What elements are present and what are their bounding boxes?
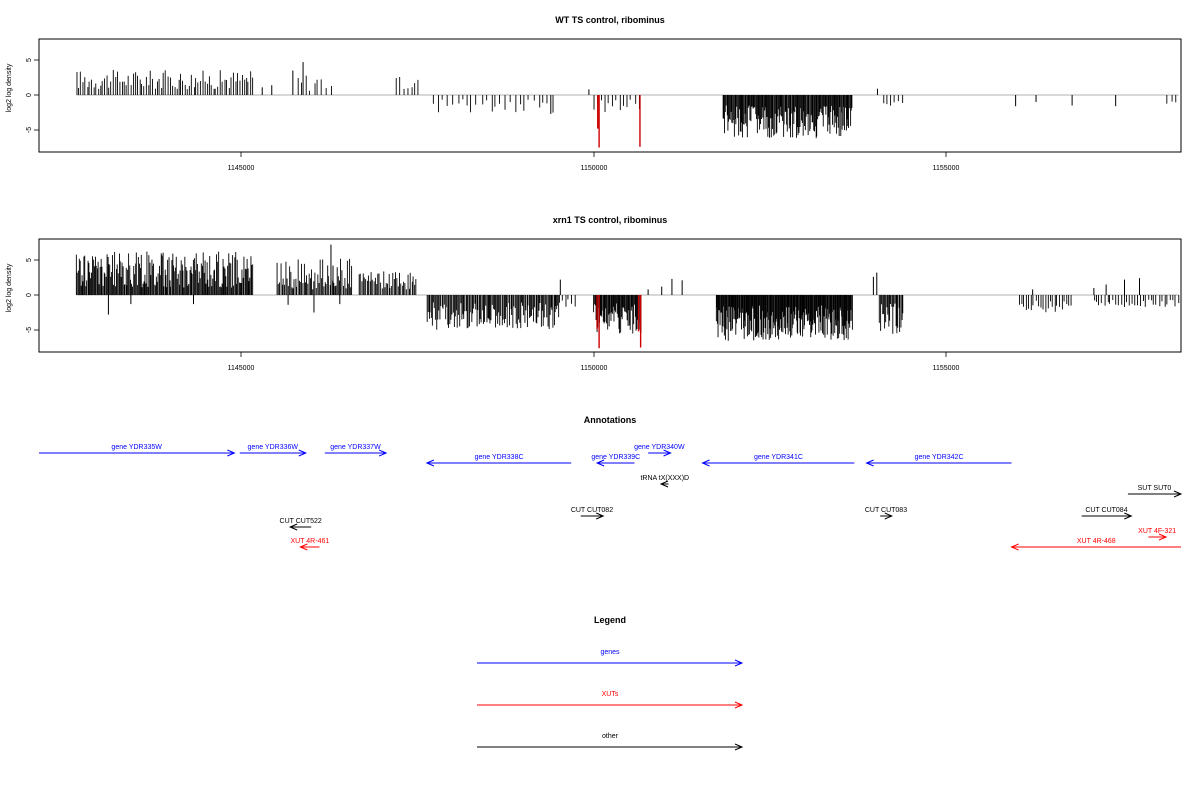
arrow-head: [1158, 533, 1168, 541]
arrow-head: [595, 459, 605, 467]
arrow-head: [865, 459, 874, 467]
feature-gene-ydr335w: gene YDR335W: [39, 444, 236, 457]
feature-gene-ydr338c: gene YDR338C: [425, 454, 572, 467]
feature-arrows: gene YDR335W gene YDR336W gene YDR337W gene…: [39, 444, 1183, 551]
plot-frame: [38, 238, 1182, 353]
legend-title: Legend: [594, 615, 626, 625]
x-axis: 1145000 1150000 1155000: [228, 352, 960, 372]
feature-label: SUT SUT0: [1138, 485, 1172, 492]
arrow-head: [288, 523, 298, 531]
annotations-track: Annotations gene YDR335W gene YDR336W gene…: [39, 415, 1183, 551]
feature-gene-ydr340w: gene YDR340W: [634, 444, 685, 457]
y-tick-label: -5: [26, 327, 33, 333]
feature-label: CUT CUT082: [571, 507, 613, 514]
feature-gene-ydr336w: gene YDR336W: [239, 444, 308, 457]
feature-xut-4f-321: XUT 4F-321: [1138, 528, 1176, 541]
legend-entries: genes XUTs other: [477, 649, 744, 751]
plot-frame: [38, 38, 1182, 153]
feature-label: XUT 4R-461: [290, 538, 329, 545]
feature-label: gene YDR339C: [591, 454, 640, 461]
legend-entry-other: other: [477, 733, 744, 751]
feature-trna-tx-xxx-d: tRNA tX(XXX)D: [640, 475, 689, 488]
arrow-head: [298, 449, 308, 457]
x-tick-label: 1145000: [228, 165, 255, 172]
arrow-head: [378, 449, 388, 457]
feature-gene-ydr341c: gene YDR341C: [701, 454, 855, 467]
feature-label: gene YDR340W: [634, 444, 685, 451]
feature-xut-4r-468: XUT 4R-468: [1010, 538, 1181, 551]
arrow-head: [734, 659, 744, 667]
feature-label: gene YDR341C: [754, 454, 803, 461]
arrow-head: [701, 459, 710, 467]
x-tick-label: 1145000: [228, 365, 255, 372]
arrow-head: [1010, 543, 1019, 551]
y-tick-label: 5: [26, 258, 33, 262]
feature-label: gene YDR335W: [111, 444, 162, 451]
x-tick-label: 1155000: [933, 365, 960, 372]
feature-gene-ydr342c: gene YDR342C: [865, 454, 1012, 467]
y-axis: 5 0 -5: [26, 58, 39, 133]
x-tick-label: 1155000: [933, 165, 960, 172]
feature-cut-cut082: CUT CUT082: [571, 507, 613, 520]
arrow-head: [425, 459, 435, 467]
legend: Legend genes XUTs other: [477, 615, 744, 751]
y-axis-label: log2 log density: [6, 63, 13, 112]
feature-gene-ydr339c: gene YDR339C: [591, 454, 640, 467]
y-tick-label: 5: [26, 58, 33, 62]
feature-xut-4r-461: XUT 4R-461: [290, 538, 329, 551]
x-tick-label: 1150000: [581, 165, 608, 172]
feature-label: XUT 4R-468: [1077, 538, 1116, 545]
density-bars: [76, 62, 1179, 148]
panel-title: WT TS control, ribominus: [555, 15, 665, 25]
arrow-head: [1124, 512, 1133, 520]
y-axis-label: log2 log density: [6, 263, 13, 312]
feature-sut-sut0: SUT SUT0: [1127, 485, 1183, 498]
feature-cut-cut522: CUT CUT522: [280, 518, 322, 531]
x-tick-label: 1150000: [581, 365, 608, 372]
y-tick-label: 0: [26, 93, 33, 97]
y-axis: 5 0 -5: [26, 258, 39, 333]
wt-density-panel: WT TS control, ribominus log2 log densit…: [6, 15, 1182, 172]
arrow-head: [734, 701, 744, 709]
arrow-head: [227, 449, 236, 457]
feature-cut-cut083: CUT CUT083: [865, 507, 907, 520]
arrow-head: [663, 449, 672, 457]
feature-label: tRNA tX(XXX)D: [640, 475, 689, 482]
arrow-head: [595, 512, 605, 520]
feature-label: gene YDR338C: [475, 454, 524, 461]
y-tick-label: 0: [26, 293, 33, 297]
density-bars: [75, 244, 1180, 349]
legend-entry-xuts: XUTs: [477, 691, 744, 709]
legend-label: genes: [600, 649, 620, 656]
feature-gene-ydr337w: gene YDR337W: [324, 444, 388, 457]
panel-title: xrn1 TS control, ribominus: [553, 215, 668, 225]
legend-entry-genes: genes: [477, 649, 744, 667]
feature-label: gene YDR336W: [248, 444, 299, 451]
y-tick-label: -5: [26, 127, 33, 133]
feature-label: gene YDR342C: [915, 454, 964, 461]
feature-cut-cut084: CUT CUT084: [1081, 507, 1133, 520]
feature-label: gene YDR337W: [330, 444, 381, 451]
legend-label: other: [602, 733, 619, 740]
annotations-title: Annotations: [584, 415, 637, 425]
legend-label: XUTs: [602, 691, 619, 698]
xrn1-density-panel: xrn1 TS control, ribominus log2 log dens…: [6, 215, 1182, 372]
feature-label: XUT 4F-321: [1138, 528, 1176, 535]
arrow-head: [659, 480, 669, 488]
feature-label: CUT CUT522: [280, 518, 322, 525]
arrow-head: [299, 543, 308, 551]
arrow-head: [884, 512, 894, 520]
arrow-head: [1173, 490, 1183, 498]
feature-label: CUT CUT084: [1085, 507, 1127, 514]
arrow-head: [734, 743, 744, 751]
x-axis: 1145000 1150000 1155000: [228, 152, 960, 172]
feature-label: CUT CUT083: [865, 507, 907, 514]
